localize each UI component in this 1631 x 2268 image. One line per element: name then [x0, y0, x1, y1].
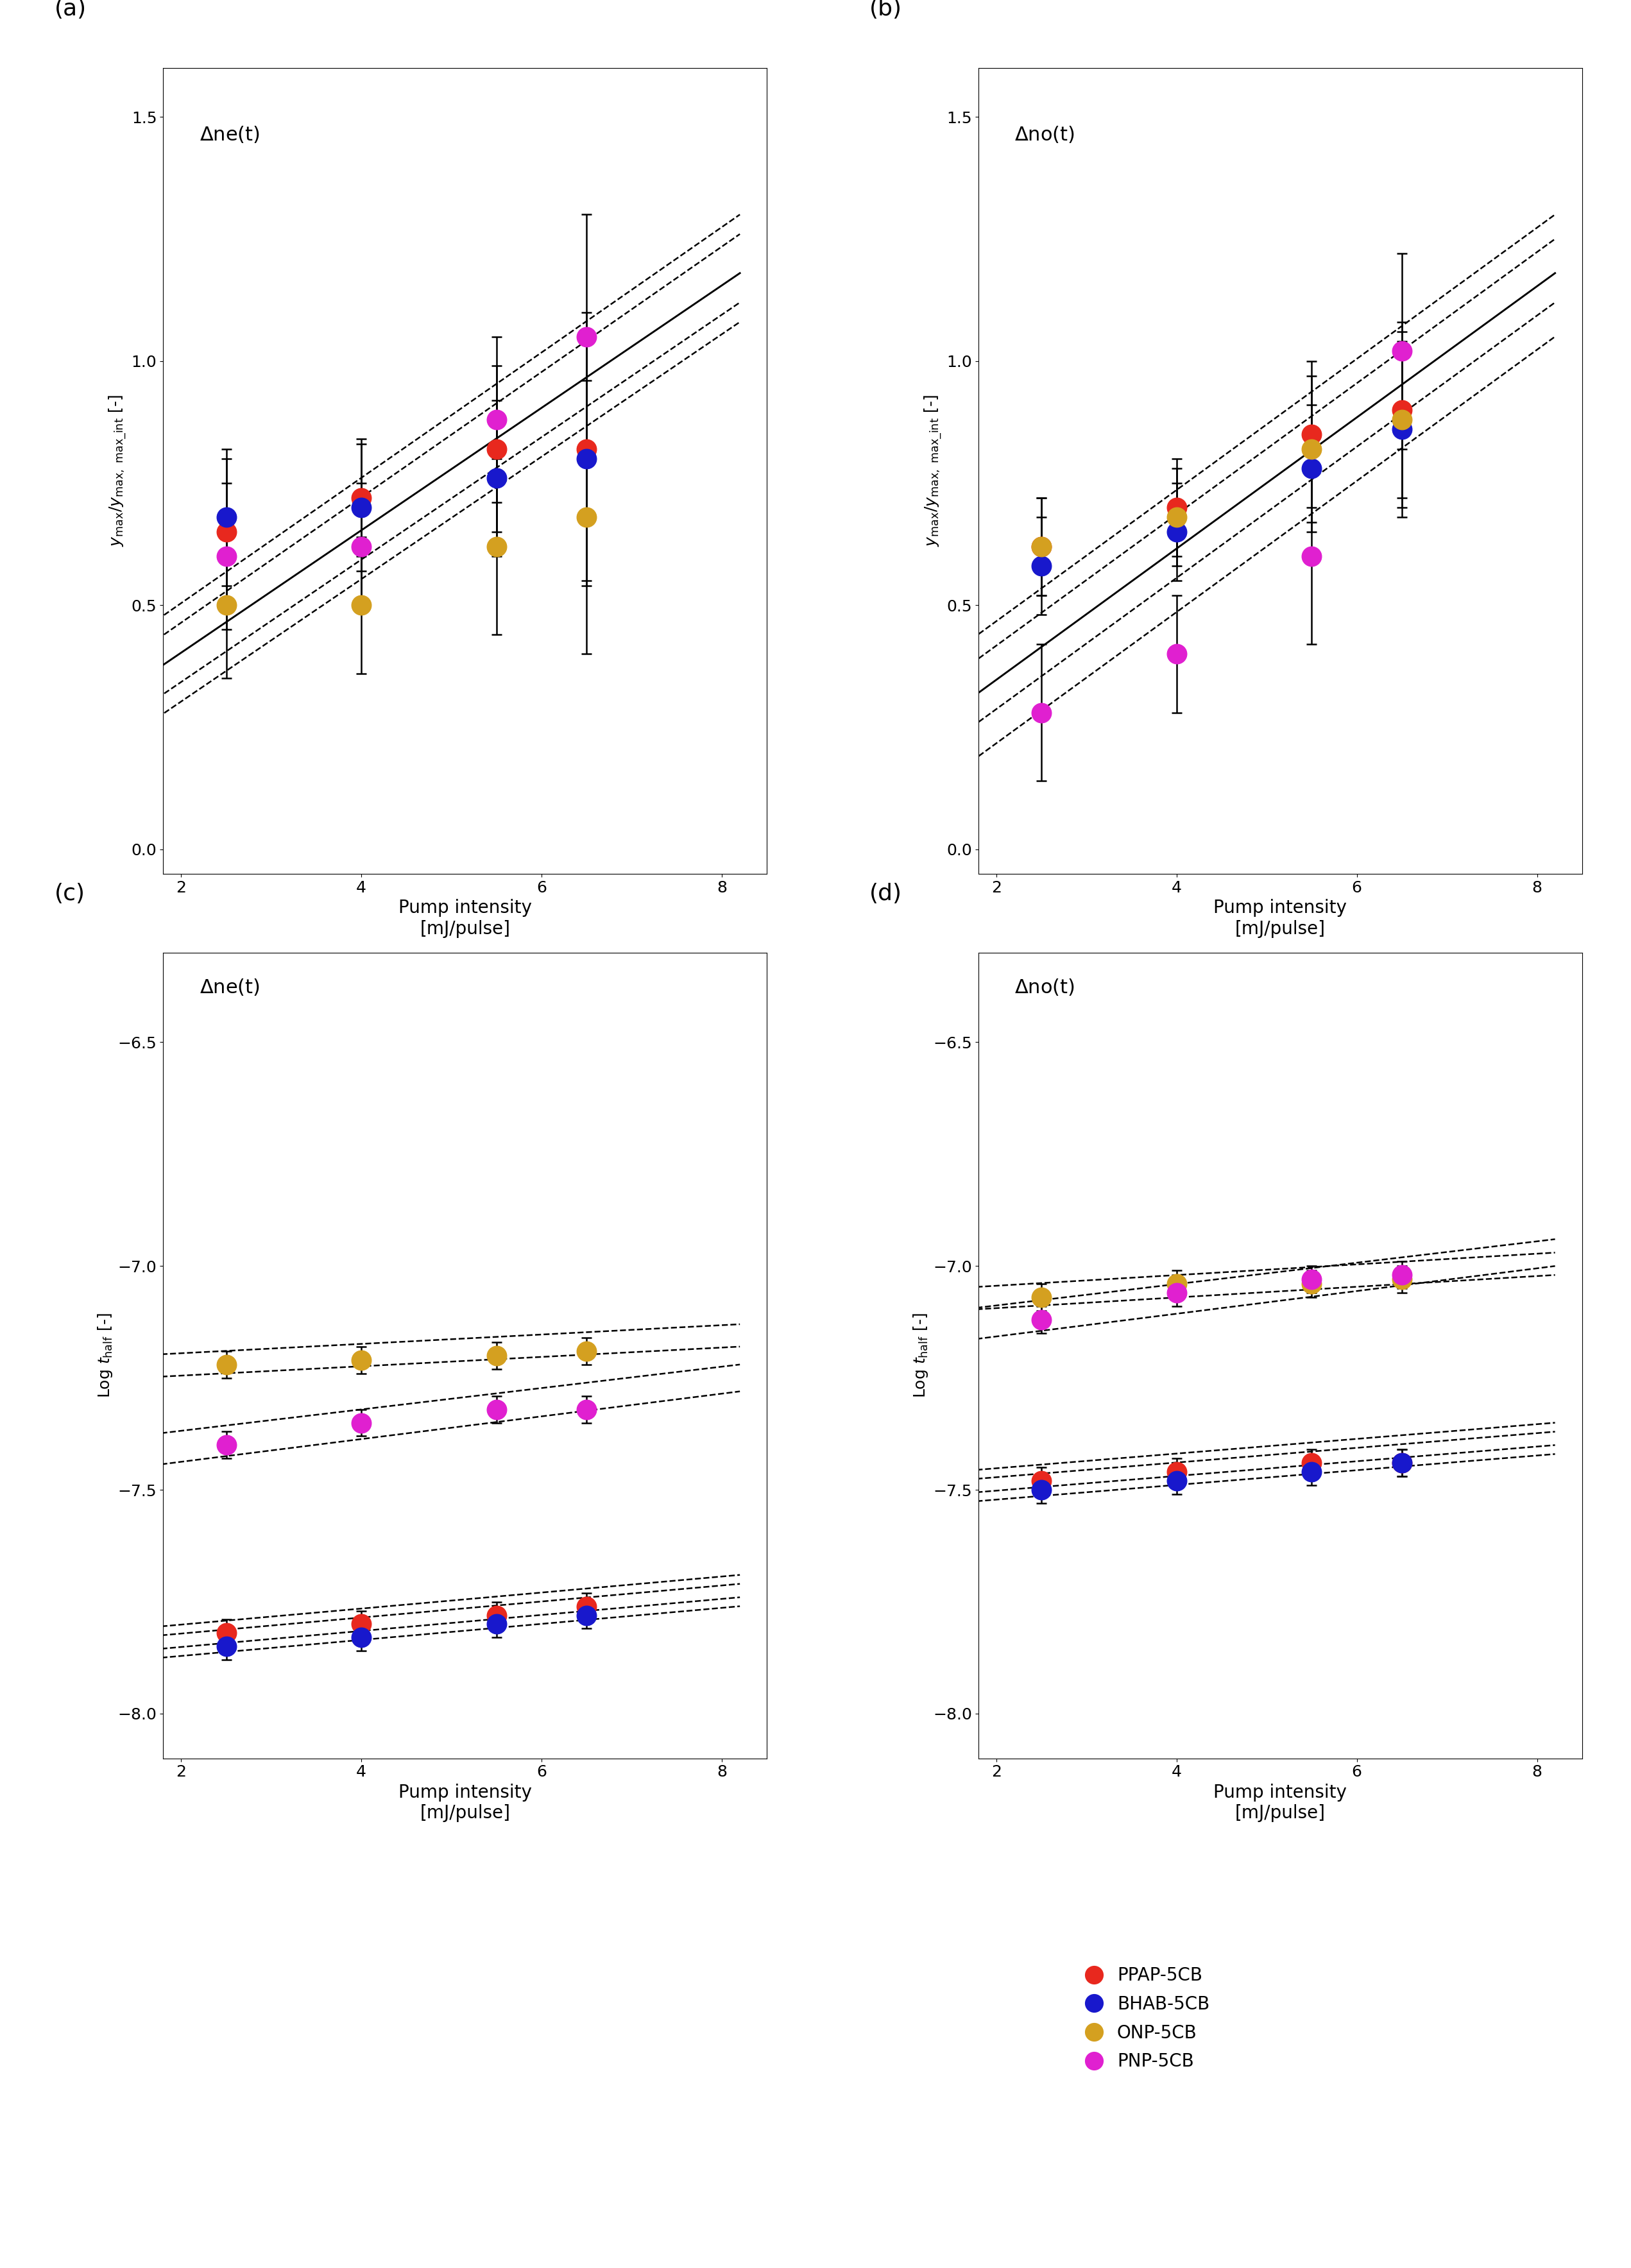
- Y-axis label: $\mathit{y}_\mathrm{max}/\mathit{y}_\mathrm{max,\ max\_int}$ [-]: $\mathit{y}_\mathrm{max}/\mathit{y}_\mat…: [923, 395, 943, 547]
- Text: $\Delta$no(t): $\Delta$no(t): [1014, 125, 1075, 145]
- Text: $\Delta$ne(t): $\Delta$ne(t): [199, 978, 259, 996]
- Text: (c): (c): [54, 882, 85, 905]
- X-axis label: Pump intensity
[mJ/pulse]: Pump intensity [mJ/pulse]: [398, 1783, 532, 1823]
- Text: $\Delta$no(t): $\Delta$no(t): [1014, 978, 1075, 996]
- Text: (a): (a): [54, 0, 86, 20]
- Text: (b): (b): [869, 0, 902, 20]
- X-axis label: Pump intensity
[mJ/pulse]: Pump intensity [mJ/pulse]: [398, 898, 532, 937]
- Text: (d): (d): [869, 882, 902, 905]
- X-axis label: Pump intensity
[mJ/pulse]: Pump intensity [mJ/pulse]: [1213, 1783, 1347, 1823]
- Y-axis label: $\mathit{y}_\mathrm{max}/\mathit{y}_\mathrm{max,\ max\_int}$ [-]: $\mathit{y}_\mathrm{max}/\mathit{y}_\mat…: [108, 395, 127, 547]
- Y-axis label: Log $\mathit{t}_\mathrm{half}$ [-]: Log $\mathit{t}_\mathrm{half}$ [-]: [96, 1313, 114, 1397]
- X-axis label: Pump intensity
[mJ/pulse]: Pump intensity [mJ/pulse]: [1213, 898, 1347, 937]
- Y-axis label: Log $\mathit{t}_\mathrm{half}$ [-]: Log $\mathit{t}_\mathrm{half}$ [-]: [912, 1313, 930, 1397]
- Legend: PPAP-5CB, BHAB-5CB, ONP-5CB, PNP-5CB: PPAP-5CB, BHAB-5CB, ONP-5CB, PNP-5CB: [1078, 1960, 1217, 2077]
- Text: $\Delta$ne(t): $\Delta$ne(t): [199, 125, 259, 145]
